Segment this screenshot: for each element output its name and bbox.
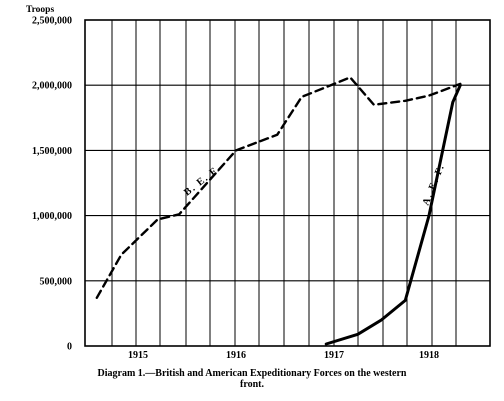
series-label-aef: A. E. F.: [421, 163, 448, 208]
y-tick-label: 2,000,000: [32, 81, 72, 92]
x-tick-label: 1918: [419, 350, 439, 361]
series-label-bef: B. E. F.: [182, 163, 223, 198]
series-lines: [95, 76, 462, 346]
x-tick-label: 1915: [128, 350, 148, 361]
series-line-aef: [324, 83, 462, 346]
plot-frame: [84, 19, 491, 347]
y-tick-label: 0: [67, 342, 72, 353]
y-tick-labels: 0 500,000 1,000,000 1,500,000 2,000,000 2,500…: [32, 16, 72, 353]
grid: [85, 20, 490, 346]
y-tick-label: 1,000,000: [32, 211, 72, 222]
y-unit-label: Troops: [26, 5, 54, 15]
x-tick-label: 1916: [226, 350, 246, 361]
caption-line-1: Diagram 1.—British and American Expediti…: [97, 368, 407, 379]
y-tick-label: 1,500,000: [32, 146, 72, 157]
y-tick-label: 2,500,000: [32, 16, 72, 27]
x-tick-labels: 1915 1916 1917 1918: [128, 350, 439, 361]
y-tick-label: 500,000: [40, 276, 73, 287]
chart: Troops 0 500,000 1,000,000 1,500,000 2,000,0…: [26, 5, 491, 361]
x-tick-label: 1917: [324, 350, 344, 361]
chart-caption: Diagram 1.—British and American Expediti…: [0, 368, 504, 390]
caption-line-2: front.: [240, 379, 264, 390]
series-line-bef: [95, 76, 462, 299]
